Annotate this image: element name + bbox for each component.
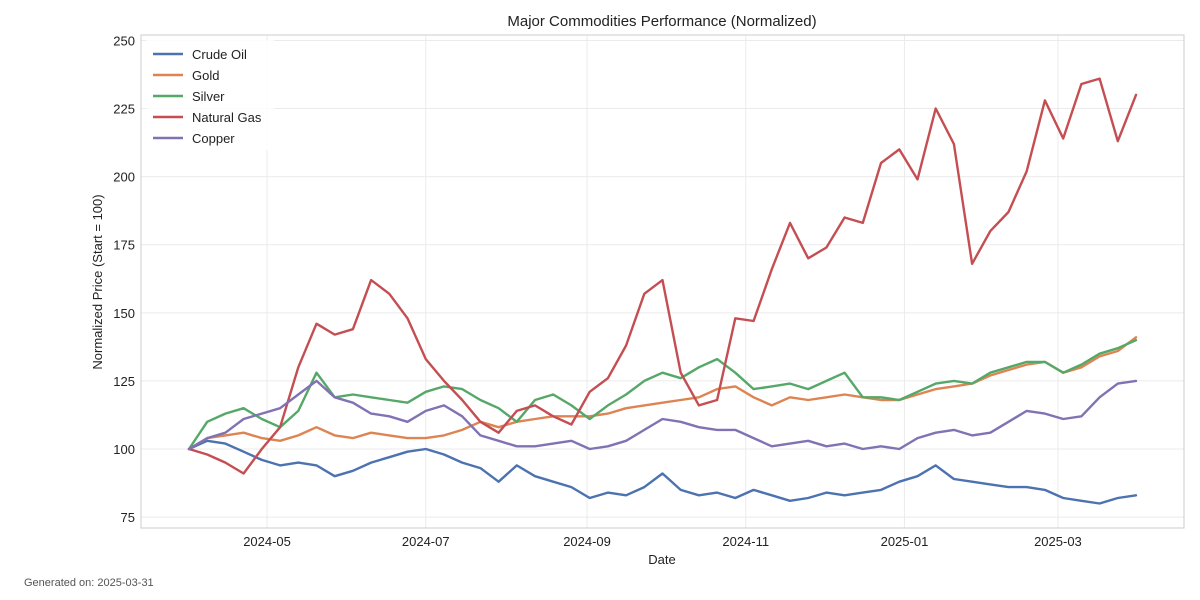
legend-label-silver: Silver bbox=[192, 89, 225, 104]
x-axis-label: Date bbox=[648, 552, 675, 567]
generated-on-label: Generated on: bbox=[24, 577, 95, 589]
x-axis-ticks: 2024-05 2024-07 2024-09 2024-11 2025-01 2025-… bbox=[243, 534, 1082, 549]
generated-on-footer: Generated on: 2025-03-31 bbox=[24, 577, 154, 589]
x-tick-label: 2024-09 bbox=[563, 534, 611, 549]
y-tick-label: 75 bbox=[121, 510, 135, 525]
y-tick-label: 225 bbox=[113, 102, 135, 117]
x-tick-label: 2025-01 bbox=[881, 534, 929, 549]
series-line-copper bbox=[187, 379, 1138, 451]
y-tick-label: 125 bbox=[113, 374, 135, 389]
y-axis-label: Normalized Price (Start = 100) bbox=[90, 194, 105, 369]
x-tick-label: 2025-03 bbox=[1034, 534, 1082, 549]
y-tick-label: 250 bbox=[113, 33, 135, 48]
x-tick-label: 2024-05 bbox=[243, 534, 291, 549]
series-line-crude-oil bbox=[187, 439, 1138, 505]
plot-area-border bbox=[140, 34, 1185, 529]
x-tick-label: 2024-07 bbox=[402, 534, 450, 549]
series-line-natural-gas bbox=[187, 77, 1138, 475]
y-tick-label: 200 bbox=[113, 170, 135, 185]
generated-on-date: 2025-03-31 bbox=[97, 577, 154, 589]
y-tick-label: 175 bbox=[113, 238, 135, 253]
legend-label-crude-oil: Crude Oil bbox=[192, 47, 247, 62]
series-lines bbox=[187, 77, 1138, 505]
legend-label-copper: Copper bbox=[192, 131, 235, 146]
y-tick-label: 100 bbox=[113, 442, 135, 457]
legend-label-gold: Gold bbox=[192, 68, 219, 83]
y-tick-label: 150 bbox=[113, 306, 135, 321]
x-tick-label: 2024-11 bbox=[722, 534, 769, 549]
legend-label-natural-gas: Natural Gas bbox=[192, 110, 262, 125]
legend: Crude Oil Gold Silver Natural Gas Copper bbox=[146, 40, 274, 150]
y-axis-ticks: 75 100 125 150 175 200 225 250 bbox=[113, 33, 135, 525]
chart-title: Major Commodities Performance (Normalize… bbox=[507, 13, 816, 30]
series-line-silver bbox=[187, 338, 1138, 451]
